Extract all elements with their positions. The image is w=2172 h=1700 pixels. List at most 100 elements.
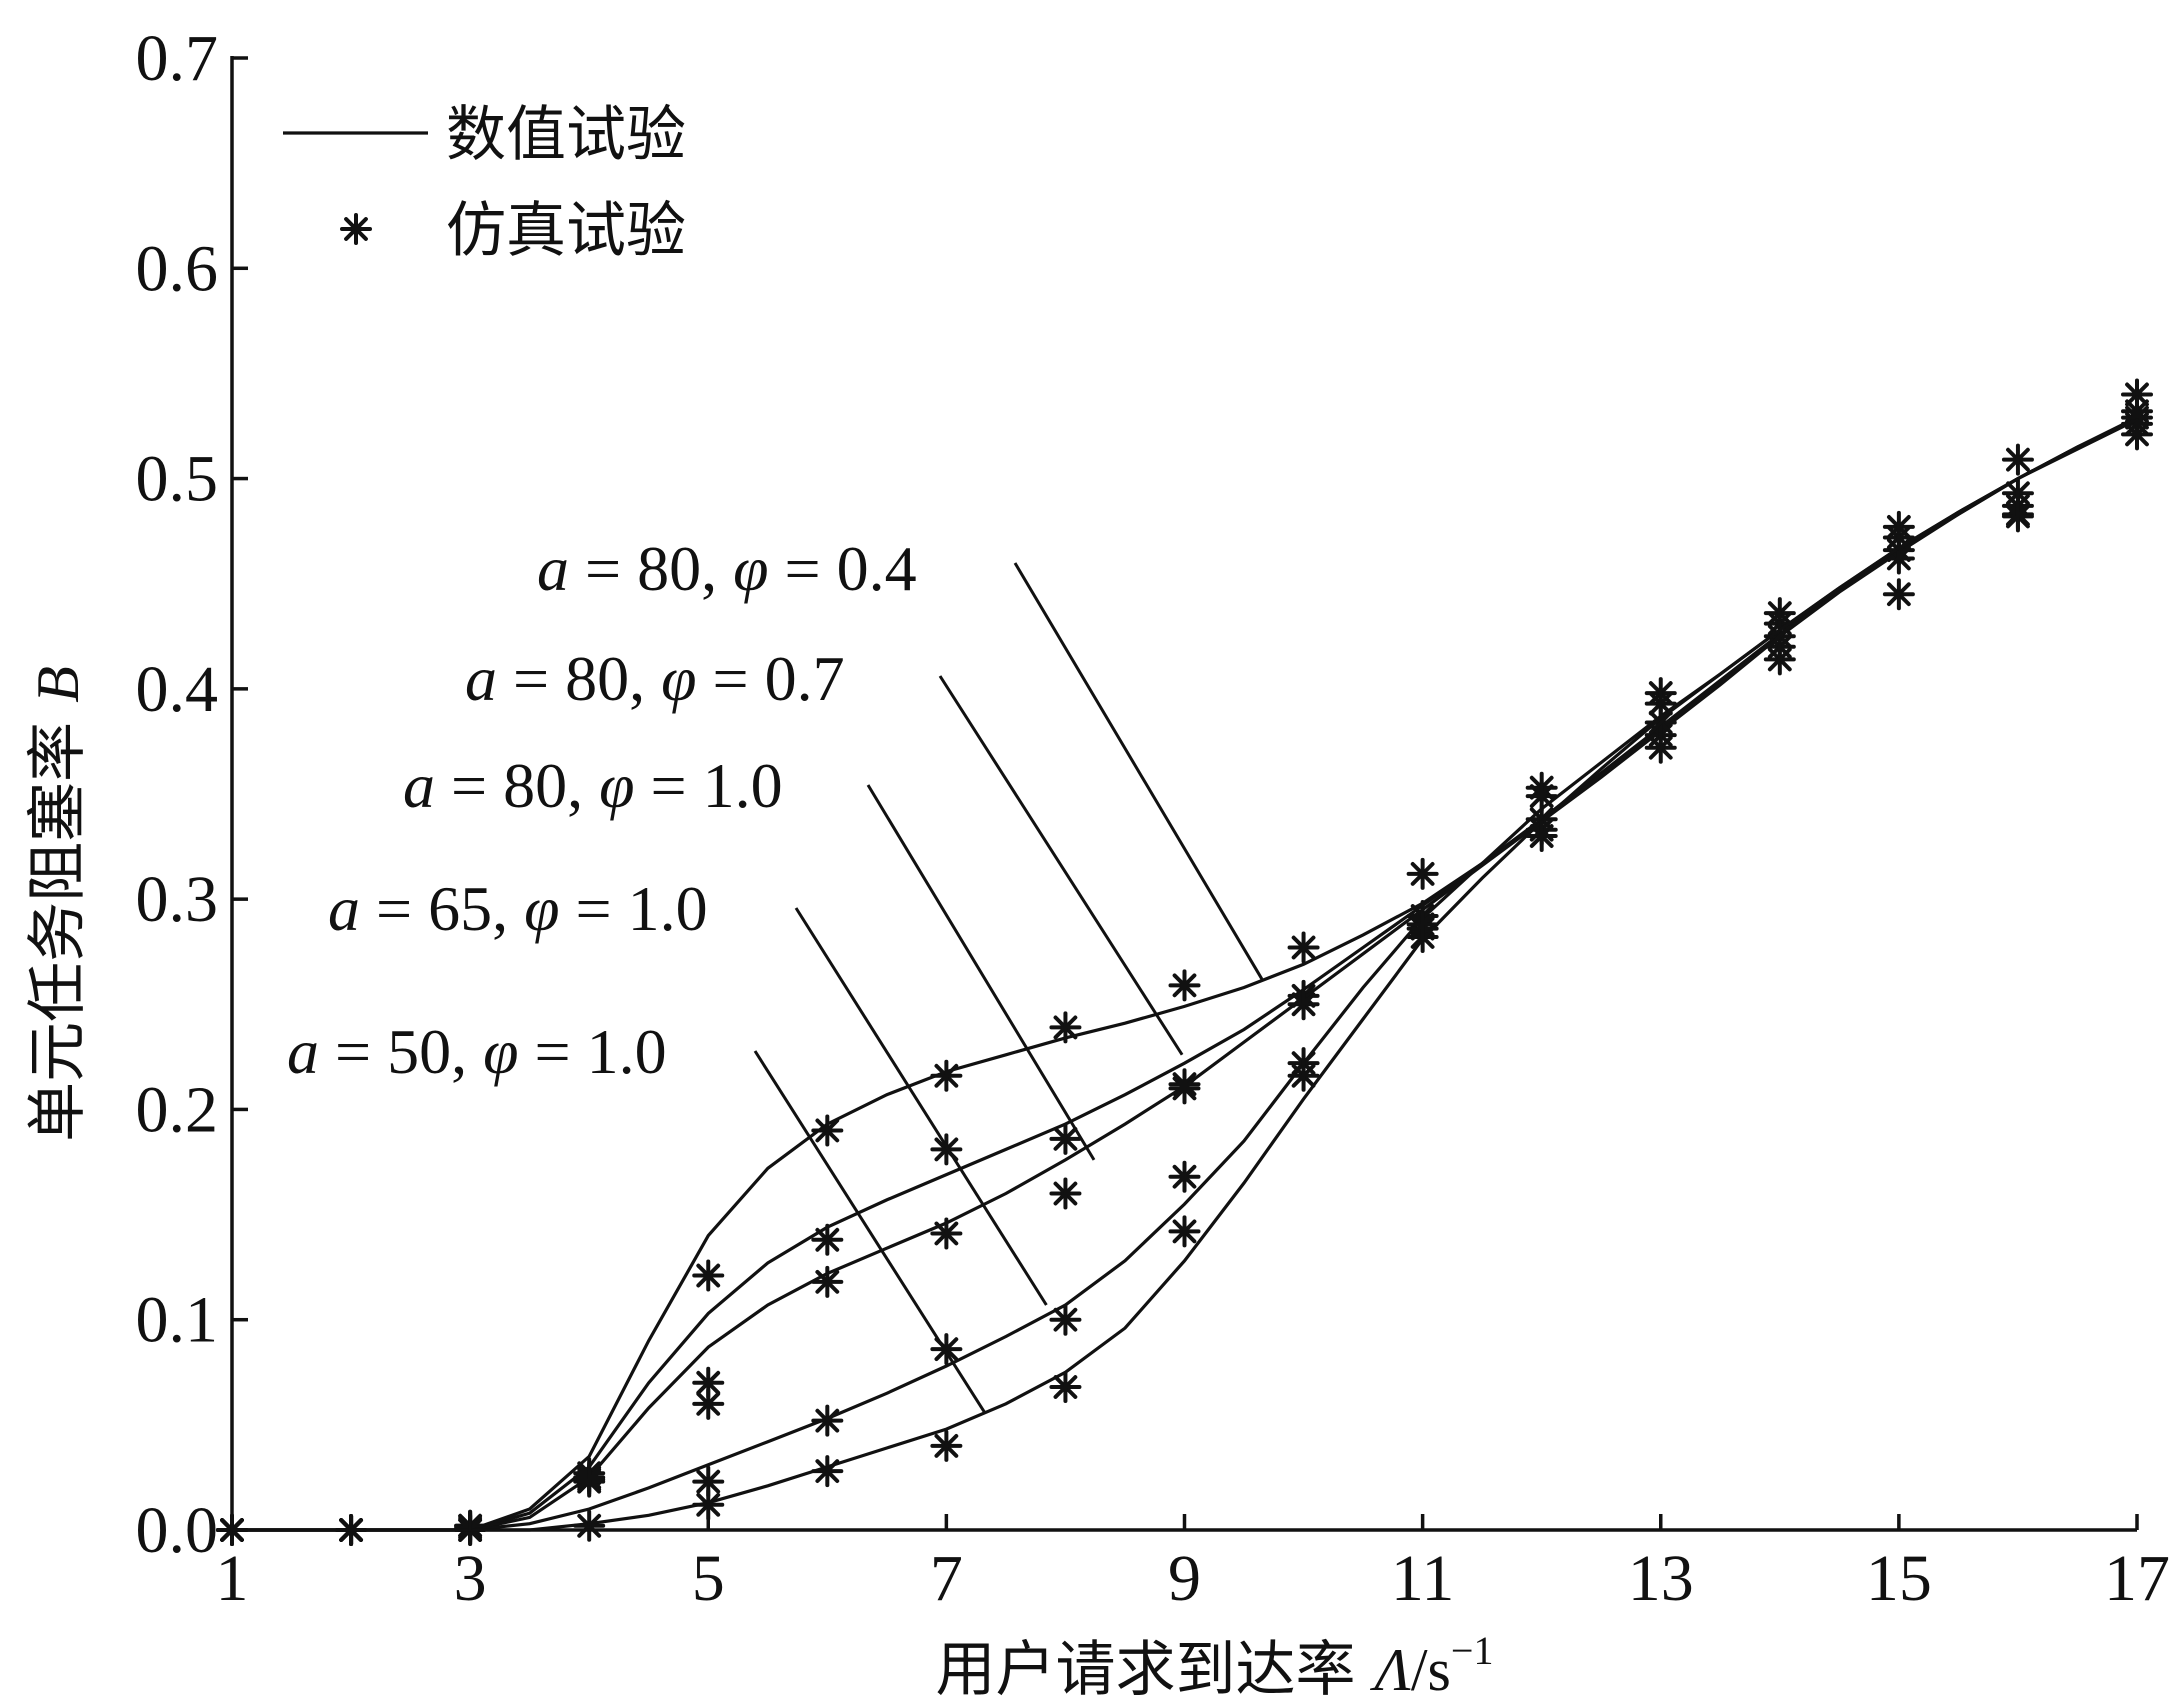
sim-point (1049, 1177, 1082, 1210)
x-tick-label: 13 (1628, 1542, 1694, 1615)
y-tick-label: 0.3 (136, 863, 219, 936)
y-tick-label: 0.6 (136, 232, 219, 305)
annotation-a-value: = 50, (319, 1016, 483, 1087)
annotation-label: a = 50, φ = 1.0 (287, 1016, 667, 1087)
sim-point (1525, 820, 1558, 853)
annotation-a-value: = 80, (497, 643, 661, 714)
annotation-a-symbol: a (537, 533, 569, 604)
y-axis-title-symbol: B (25, 666, 91, 703)
legend-item-line: 数值试验 (283, 100, 686, 170)
legend-star-swatch (340, 213, 372, 245)
x-tick-label: 11 (1391, 1542, 1455, 1615)
sim-point (692, 1387, 725, 1420)
sim-point (692, 1465, 725, 1498)
y-tick-label: 0.7 (136, 22, 219, 95)
y-axis-title-text: 单元任务阻塞率 (23, 703, 93, 1142)
annotation-phi-symbol: φ (661, 643, 696, 714)
annotation-a-symbol: a (287, 1016, 319, 1087)
sim-point (1406, 857, 1439, 890)
sim-point (811, 1223, 844, 1256)
series-annotations: a = 80, φ = 0.4a = 80, φ = 0.7a = 80, φ … (287, 533, 1264, 1414)
series-line (232, 416, 2138, 1532)
annotation-a-symbol: a (403, 750, 435, 821)
sim-point (692, 1259, 725, 1292)
sim-point (1644, 706, 1677, 739)
sim-point (1049, 1371, 1082, 1404)
annotation-4: a = 65, φ = 1.0 (328, 873, 1048, 1306)
sim-point (1287, 1059, 1320, 1092)
x-axis-title-text: 用户请求到达率 (936, 1635, 1375, 1700)
sim-point (1287, 931, 1320, 964)
x-tick-label: 9 (1168, 1542, 1201, 1615)
annotation-phi-symbol: φ (524, 873, 559, 944)
sim-point (811, 1404, 844, 1437)
sim-point (811, 1455, 844, 1488)
sim-point (1644, 731, 1677, 764)
legend-item-star: 仿真试验 (340, 196, 686, 266)
annotation-leader-line (1013, 562, 1264, 980)
y-tick-label: 0.2 (136, 1073, 219, 1146)
annotation-label: a = 65, φ = 1.0 (328, 873, 708, 944)
annotation-label: a = 80, φ = 0.4 (537, 533, 917, 604)
annotation-phi-value: = 1.0 (635, 750, 783, 821)
sim-point (2001, 443, 2034, 476)
legend-label: 数值试验 (446, 100, 686, 170)
sim-point (930, 1217, 963, 1250)
sim-point (1406, 908, 1439, 941)
x-axis-title-exp: −1 (1451, 1628, 1494, 1673)
annotation-phi-symbol: φ (733, 533, 768, 604)
annotation-phi-value: = 1.0 (560, 873, 708, 944)
x-axis-title-symbol: Λ (1370, 1637, 1411, 1700)
annotation-1: a = 80, φ = 0.4 (537, 533, 1264, 980)
annotation-leader-line (794, 907, 1048, 1306)
annotation-phi-value: = 1.0 (519, 1016, 667, 1087)
sim-point (1049, 1011, 1082, 1044)
x-tick-label: 3 (454, 1542, 487, 1615)
sim-point (1763, 643, 1796, 676)
sim-point (930, 1059, 963, 1092)
sim-point (930, 1429, 963, 1462)
series-5 (216, 418, 2153, 1546)
annotation-5: a = 50, φ = 1.0 (287, 1016, 986, 1414)
annotation-a-symbol: a (465, 643, 497, 714)
sim-point (1049, 1303, 1082, 1336)
annotation-leader-line (753, 1050, 986, 1414)
sim-point (2121, 378, 2153, 411)
x-tick-label: 7 (930, 1542, 963, 1615)
annotation-a-value: = 80, (569, 533, 733, 604)
annotation-2: a = 80, φ = 0.7 (465, 643, 1184, 1056)
annotation-label: a = 80, φ = 1.0 (403, 750, 783, 821)
sim-point (573, 1509, 606, 1542)
sim-point (2001, 500, 2034, 533)
sim-point (1882, 578, 1915, 611)
sim-point (811, 1114, 844, 1147)
x-axis-title: 用户请求到达率 Λ/s−1 (936, 1628, 1494, 1700)
sim-point (573, 1463, 606, 1496)
y-tick-label: 0.5 (136, 443, 219, 516)
sim-point (1168, 969, 1201, 1002)
x-tick-label: 5 (692, 1542, 725, 1615)
sim-point (1049, 1122, 1082, 1155)
sim-point (2121, 418, 2153, 451)
sim-point (811, 1265, 844, 1298)
y-axis-title: 单元任务阻塞率 B (23, 666, 93, 1142)
annotation-3: a = 80, φ = 1.0 (403, 750, 1096, 1161)
sim-point (1168, 1160, 1201, 1193)
series-1 (216, 378, 2153, 1546)
x-tick-label: 1 (216, 1542, 249, 1615)
x-tick-label: 15 (1866, 1542, 1932, 1615)
x-axis-title-unit: /s (1411, 1637, 1451, 1700)
sim-point (1287, 988, 1320, 1021)
annotation-phi-symbol: φ (599, 750, 634, 821)
sim-point (1168, 1072, 1201, 1105)
sim-point (1168, 1215, 1201, 1248)
series-line (232, 418, 2138, 1532)
y-tick-label: 0.1 (136, 1284, 219, 1357)
plot-area (216, 378, 2153, 1546)
annotation-a-value: = 65, (360, 873, 524, 944)
annotation-leader-line (938, 675, 1184, 1056)
y-tick-label: 0.4 (136, 653, 219, 726)
annotation-phi-value: = 0.4 (769, 533, 917, 604)
